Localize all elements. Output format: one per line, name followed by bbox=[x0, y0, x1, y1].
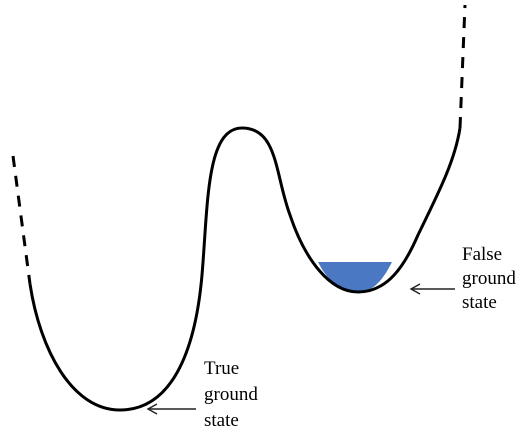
true-label-line-2: ground bbox=[204, 384, 258, 405]
false-label-line-2: ground bbox=[462, 268, 516, 289]
false-label-line-3: state bbox=[462, 292, 497, 313]
right-dashed-extension bbox=[458, 4, 467, 129]
false-state-arrow bbox=[409, 283, 455, 295]
left-dashed-extension bbox=[11, 155, 32, 285]
potential-curve bbox=[28, 126, 462, 412]
true-ground-state-label: True ground state bbox=[204, 358, 263, 431]
true-state-arrow bbox=[146, 403, 196, 415]
true-label-line-1: True bbox=[204, 358, 239, 379]
false-label-line-1: False bbox=[462, 244, 502, 265]
false-ground-state-label: False ground state bbox=[462, 244, 521, 313]
true-label-line-3: state bbox=[204, 410, 239, 431]
